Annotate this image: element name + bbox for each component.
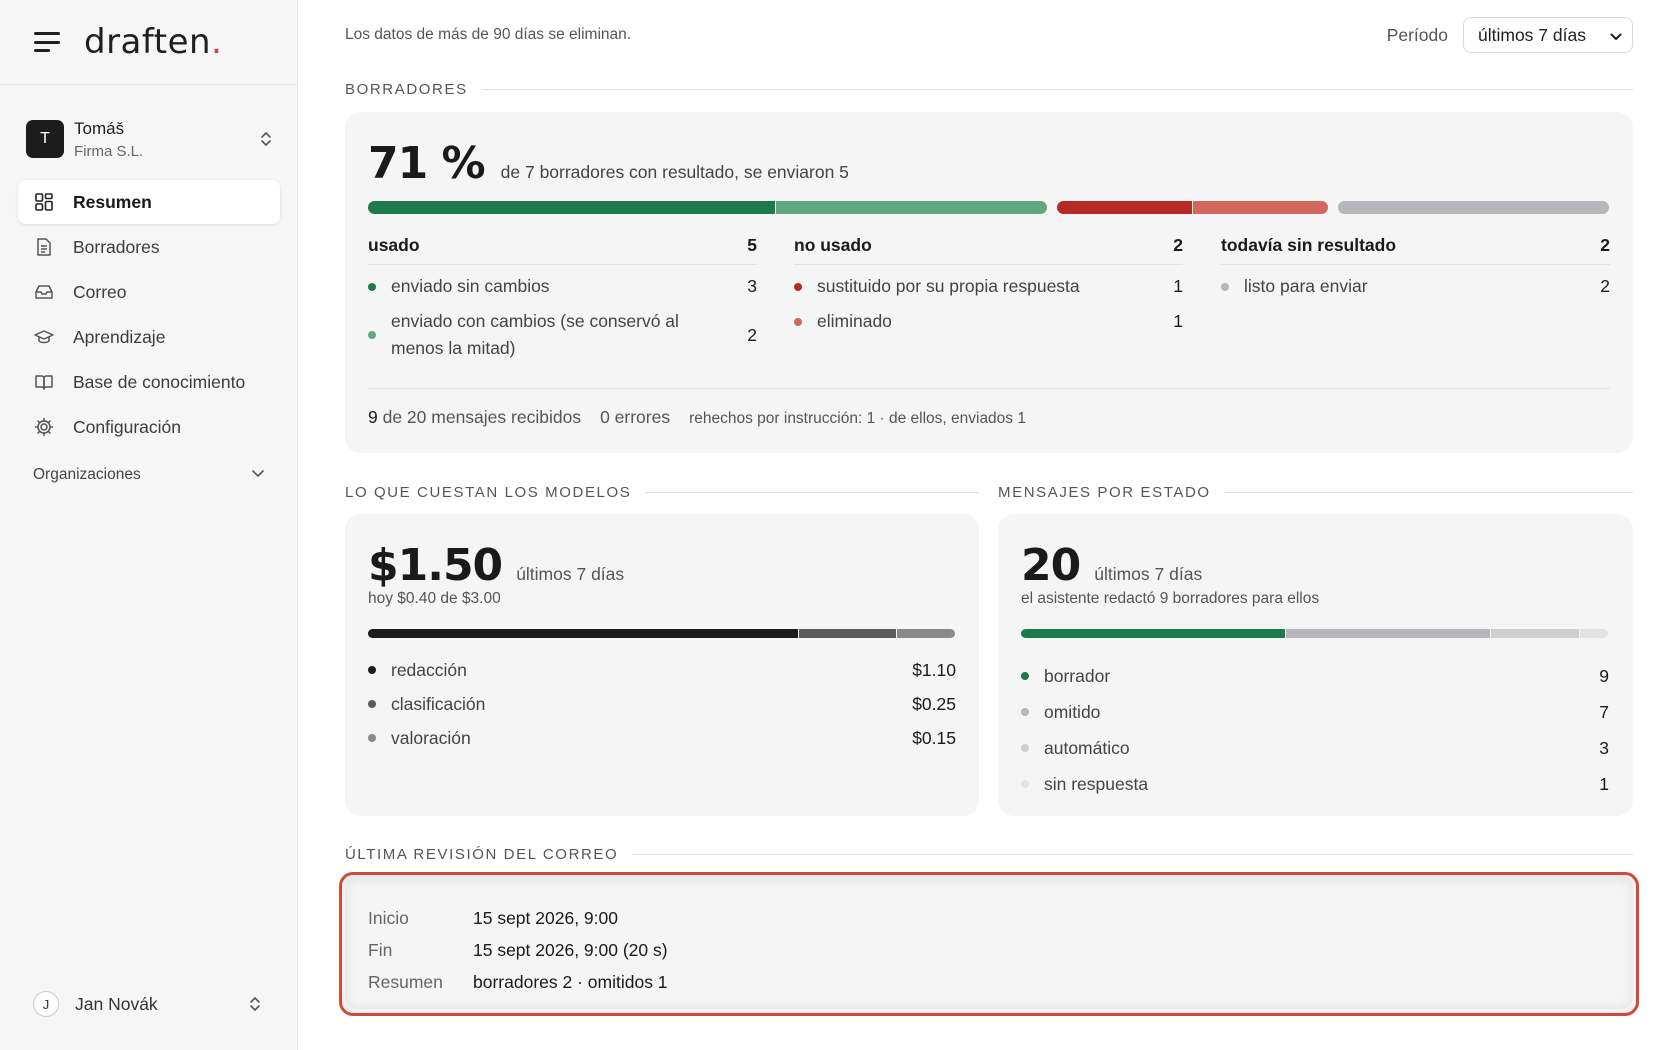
costs-today: hoy $0.40 de $3.00 [368, 590, 501, 607]
stat-row: enviado con cambios (se conservó al meno… [368, 308, 757, 362]
book-icon [33, 371, 55, 393]
user-name: Jan Novák [75, 993, 158, 1014]
messages-card: 20 últimos 7 días el asistente redactó 9… [998, 514, 1633, 816]
bar-segment [1338, 201, 1609, 214]
main-nav: Resumen Borradores Correo Aprendizaje Ba… [18, 180, 280, 450]
drafts-card: 71 % de 7 borradores con resultado, se e… [345, 112, 1633, 453]
chevron-up-down-icon [245, 994, 265, 1014]
nav-label: Correo [73, 281, 127, 302]
message-row: sin respuesta 1 [1021, 766, 1609, 802]
stat-row: enviado sin cambios 3 [368, 273, 757, 300]
graduation-cap-icon [33, 326, 55, 348]
stat-column-no-usado: no usado 2 sustituido por su propia respu… [794, 235, 1183, 335]
message-row: omitido 7 [1021, 694, 1609, 730]
organizations-toggle[interactable]: Organizaciones [33, 466, 265, 484]
drafts-headline: 71 % de 7 borradores con resultado, se e… [368, 138, 849, 189]
period-value: últimos 7 días [1478, 24, 1586, 45]
user-switcher[interactable]: J Jan Novák [33, 991, 265, 1017]
bar-segment [1579, 629, 1608, 638]
account-avatar: T [26, 120, 64, 158]
period-select[interactable]: últimos 7 días [1463, 17, 1633, 53]
cost-row: redacción $1.10 [368, 653, 956, 687]
cost-row: valoración $0.15 [368, 721, 956, 755]
document-icon [33, 236, 55, 258]
drafts-footer: 9 de 20 mensajes recibidos 0 errores reh… [368, 388, 1610, 428]
messages-note: el asistente redactó 9 borradores para e… [1021, 590, 1320, 607]
account-switcher[interactable]: T Tomáš Firma S.L. [26, 116, 276, 162]
sidebar: draften. T Tomáš Firma S.L. Resumen Borr… [0, 0, 298, 1050]
review-row-start: Inicio 15 sept 2026, 9:00 [368, 907, 618, 928]
topbar: Los datos de más de 90 días se eliminan.… [345, 17, 1633, 53]
nav-label: Aprendizaje [73, 326, 166, 347]
cost-row: clasificación $0.25 [368, 687, 956, 721]
logo[interactable]: draften. [84, 22, 223, 62]
organizations-label: Organizaciones [33, 466, 141, 483]
chevron-down-icon [251, 466, 265, 484]
bar-segment [368, 629, 799, 638]
bar-segment [1057, 201, 1192, 214]
costs-total: $1.50 [368, 540, 503, 591]
stat-row: listo para enviar 2 [1221, 273, 1610, 300]
bar-segment [776, 201, 1047, 214]
menu-icon[interactable] [34, 32, 60, 52]
bar-segment [897, 629, 955, 638]
chevron-down-icon [1610, 25, 1622, 46]
stat-row: eliminado 1 [794, 308, 1183, 335]
nav-item-borradores[interactable]: Borradores [18, 225, 280, 269]
gear-icon [33, 416, 55, 438]
drafts-summary: de 7 borradores con resultado, se enviar… [500, 162, 849, 182]
stat-column-sin-resultado: todavía sin resultado 2 listo para enviar… [1221, 235, 1610, 300]
period-label: Período [1386, 24, 1448, 45]
costs-card: $1.50 últimos 7 días hoy $0.40 de $3.00 … [345, 514, 979, 816]
message-row: borrador 9 [1021, 658, 1609, 694]
nav-label: Base de conocimiento [73, 371, 246, 392]
bar-segment [1021, 629, 1285, 638]
stat-row: sustituido por su propia respuesta 1 [794, 273, 1183, 300]
account-name: Tomáš [74, 118, 125, 138]
bar-segment [1491, 629, 1579, 638]
nav-item-base-de-conocimiento[interactable]: Base de conocimiento [18, 360, 280, 404]
bar-segment [1285, 629, 1491, 638]
messages-breakdown-bar [1021, 629, 1609, 638]
message-row: automático 3 [1021, 730, 1609, 766]
nav-item-resumen[interactable]: Resumen [18, 180, 280, 224]
drafts-progress-bar [368, 201, 1610, 214]
retention-note: Los datos de más de 90 días se eliminan. [345, 26, 632, 43]
brand-header: draften. [0, 0, 297, 85]
bar-segment [799, 629, 897, 638]
review-row-end: Fin 15 sept 2026, 9:00 (20 s) [368, 939, 668, 960]
chevron-up-down-icon [256, 129, 276, 149]
section-title-costs: LO QUE CUESTAN LOS MODELOS [345, 484, 979, 501]
stat-column-usado: usado 5 enviado sin cambios 3 enviado con… [368, 235, 757, 362]
messages-period: últimos 7 días [1094, 564, 1203, 584]
costs-period: últimos 7 días [516, 564, 625, 584]
section-title-drafts: BORRADORES [345, 81, 1633, 98]
messages-list: borrador 9 omitido 7 automático 3 sin re… [1021, 658, 1609, 802]
section-title-review: ÚLTIMA REVISIÓN DEL CORREO [345, 846, 1633, 863]
main-content: Los datos de más de 90 días se eliminan.… [339, 0, 1639, 1050]
nav-label: Configuración [73, 416, 181, 437]
costs-list: redacción $1.10 clasificación $0.25 valo… [368, 653, 956, 755]
costs-breakdown-bar [368, 629, 956, 638]
review-card: Inicio 15 sept 2026, 9:00 Fin 15 sept 2026… [345, 876, 1633, 1009]
drafts-rate: 71 % [368, 138, 486, 189]
nav-label: Borradores [73, 236, 160, 257]
section-title-messages: MENSAJES POR ESTADO [998, 484, 1633, 501]
nav-label: Resumen [73, 191, 152, 212]
nav-item-configuracion[interactable]: Configuración [18, 405, 280, 449]
dashboard-icon [33, 191, 55, 213]
user-avatar: J [33, 991, 59, 1017]
review-row-summary: Resumen borradores 2 · omitidos 1 [368, 971, 668, 992]
nav-item-aprendizaje[interactable]: Aprendizaje [18, 315, 280, 359]
bar-segment [1193, 201, 1328, 214]
nav-item-correo[interactable]: Correo [18, 270, 280, 314]
inbox-icon [33, 281, 55, 303]
messages-total: 20 [1021, 540, 1081, 591]
bar-segment [368, 201, 775, 214]
account-org: Firma S.L. [74, 142, 144, 160]
